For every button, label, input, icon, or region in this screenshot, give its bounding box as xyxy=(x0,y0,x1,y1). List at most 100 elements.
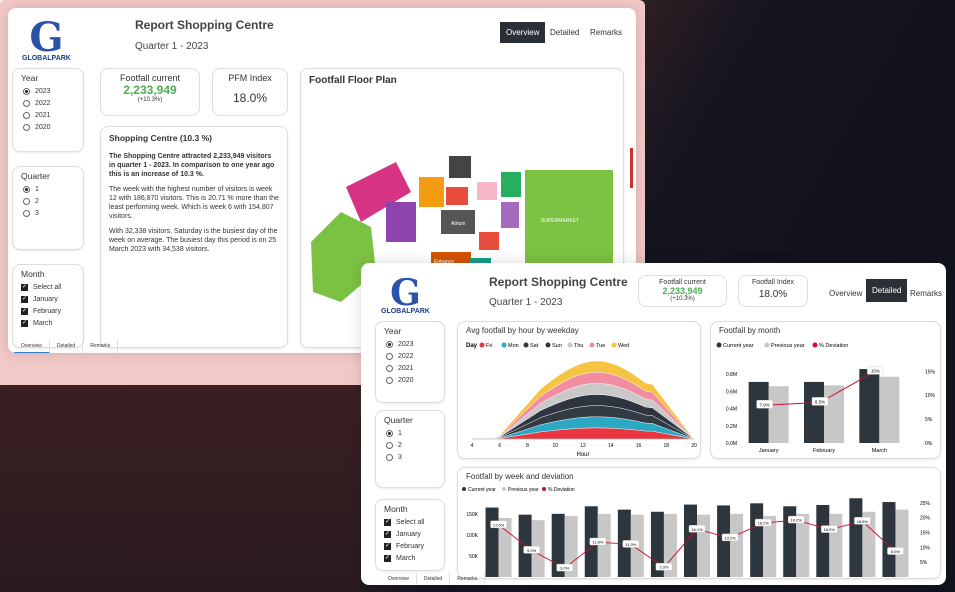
quarter-option-2-2[interactable]: 2 xyxy=(386,442,444,449)
month-y2tick: 5% xyxy=(925,417,933,423)
summary-paragraph-3: With 32,338 visitors, Saturday is the bu… xyxy=(109,228,278,253)
week-deviation-label: 8.6% xyxy=(891,549,901,554)
week-deviation-label-bg xyxy=(523,546,540,554)
tab-detailed-2[interactable]: Detailed xyxy=(417,573,451,585)
week-deviation-label: 19.2% xyxy=(791,518,803,523)
month-option-select-all[interactable]: ✓ Select all xyxy=(21,284,62,291)
shopping-centre-text-card: Shopping Centre (10.3 %) The Shopping Ce… xyxy=(100,126,288,348)
footfall-current-card: Footfall current 2,233,949 (+10.3%) xyxy=(100,68,200,116)
legend-dot-sun xyxy=(545,342,551,348)
nav-overview-button[interactable]: Overview xyxy=(500,22,546,43)
nav-remarks-button-2[interactable]: Remarks xyxy=(910,289,943,298)
month-march-2[interactable]: ✓ March xyxy=(384,555,416,562)
week-bar-previous xyxy=(763,515,777,577)
week-bar-current xyxy=(750,503,764,577)
year-option-2022-2[interactable]: 2022 xyxy=(386,353,444,360)
legend-thu: Thu xyxy=(574,343,583,349)
legend-dot-sat xyxy=(523,342,529,348)
week-ytick: 150K xyxy=(466,512,478,518)
quarter-filter: Quarter 1 2 3 xyxy=(12,166,84,250)
month-y2tick: 10% xyxy=(925,393,936,399)
globalpark-logo: G GLOBALPARK xyxy=(22,14,71,63)
year-option-2021-2[interactable]: 2021 xyxy=(386,365,444,372)
zone-green-west xyxy=(311,212,376,302)
year-option-2021[interactable]: 2021 xyxy=(23,112,83,119)
month-ytick: 0.8M xyxy=(726,372,737,378)
week-deviation-label-bg xyxy=(490,520,507,529)
month-deviation-label-bg xyxy=(867,366,884,375)
scroll-indicator[interactable] xyxy=(630,148,633,188)
month-bar-previous-january xyxy=(768,386,789,443)
hour-tick: 18 xyxy=(663,443,669,449)
month-ytick: 0.2M xyxy=(726,424,737,430)
month-option-march[interactable]: ✓ March xyxy=(21,320,53,327)
year-filter-2: Year 2023 2022 2021 2020 xyxy=(375,321,445,403)
tab-remarks-2[interactable]: Remarks xyxy=(450,573,486,585)
tab-detailed[interactable]: Detailed xyxy=(50,340,84,353)
month-february-2[interactable]: ✓ February xyxy=(384,543,425,550)
month-deviation-label-bg xyxy=(811,397,829,406)
tab-remarks[interactable]: Remarks xyxy=(83,340,119,353)
page-tabs: Overview Detailed Remarks xyxy=(14,340,119,353)
year-option-2020-2[interactable]: 2020 xyxy=(386,377,444,384)
week-deviation-label: 13.2% xyxy=(724,535,736,540)
quarter-option-1-2[interactable]: 1 xyxy=(386,430,444,437)
week-deviation-label-bg xyxy=(655,563,673,571)
year-option-2020[interactable]: 2020 xyxy=(23,124,83,131)
supermarket-label: SUPERMARKET xyxy=(541,218,579,224)
tab-overview[interactable]: Overview xyxy=(14,340,50,353)
legend-dot-tue xyxy=(589,342,595,348)
nav-overview-button-2[interactable]: Overview xyxy=(829,289,863,298)
weekly-chart-title: Footfall by week and deviation xyxy=(466,472,574,481)
week-deviation-label-bg xyxy=(887,547,904,555)
month-y2tick: 0% xyxy=(925,441,933,447)
zone-green-small xyxy=(501,172,521,197)
week-bar-previous xyxy=(862,511,876,577)
week-bar-current xyxy=(684,504,697,577)
quarter-option-3-2[interactable]: 3 xyxy=(386,454,444,461)
nav-detailed-button-2[interactable]: Detailed xyxy=(866,279,908,302)
zone-lilac xyxy=(501,202,519,228)
week-bar-previous xyxy=(564,515,578,577)
week-deviation-label: 18.2% xyxy=(757,521,769,526)
report-title-2: Report Shopping Centre xyxy=(489,275,628,289)
tab-overview-2[interactable]: Overview xyxy=(381,573,417,585)
month-bar-previous-march xyxy=(879,376,900,443)
quarter-option-2[interactable]: 2 xyxy=(23,198,83,205)
zone-purple xyxy=(386,202,416,242)
year-option-2022[interactable]: 2022 xyxy=(23,100,83,107)
year-option-2023[interactable]: 2023 xyxy=(23,88,83,95)
nav-remarks-button[interactable]: Remarks xyxy=(590,28,623,37)
month-legend-dot-2 xyxy=(812,342,818,348)
month-filter: Month ✓ Select all ✓ January ✓ February ✓ Ma… xyxy=(12,264,84,348)
report-subtitle: Quarter 1 - 2023 xyxy=(135,41,209,52)
quarter-option-1[interactable]: 1 xyxy=(23,186,83,193)
hourly-legend-label: Day xyxy=(466,343,478,349)
week-deviation-label-bg xyxy=(622,540,640,548)
weekly-chart-card: Footfall by week and deviation Current y… xyxy=(457,467,941,579)
week-legend-dot-1 xyxy=(502,487,506,491)
footfall-current-card-2: Footfall current 2,233,949 (+10.3%) xyxy=(638,275,727,307)
week-bar-previous xyxy=(829,513,843,577)
week-deviation-label-bg xyxy=(688,525,706,533)
month-ytick: 0.6M xyxy=(726,389,737,395)
month-y2tick: 15% xyxy=(925,369,936,375)
month-option-january[interactable]: ✓ January xyxy=(21,296,58,303)
month-january-2[interactable]: ✓ January xyxy=(384,531,421,538)
week-deviation-label-bg xyxy=(556,563,573,572)
nav-detailed-button[interactable]: Detailed xyxy=(550,28,580,37)
month-select-all-2[interactable]: ✓ Select all xyxy=(384,519,425,526)
month-bar-current-march xyxy=(859,369,880,443)
month-option-february[interactable]: ✓ February xyxy=(21,308,62,315)
week-bar-previous xyxy=(663,513,677,577)
week-bar-previous xyxy=(796,513,810,577)
shopping-centre-title: Shopping Centre (10.3 %) xyxy=(109,133,212,143)
week-bar-current xyxy=(816,505,830,577)
quarter-option-3[interactable]: 3 xyxy=(23,210,83,217)
week-ytick: 50K xyxy=(469,554,479,560)
atrium-label: Atrium xyxy=(451,221,465,227)
year-option-2023-2[interactable]: 2023 xyxy=(386,341,444,348)
month-filter-title: Month xyxy=(21,269,45,279)
month-legend-dot-1 xyxy=(764,342,770,348)
legend-fri: Fri xyxy=(486,343,492,349)
